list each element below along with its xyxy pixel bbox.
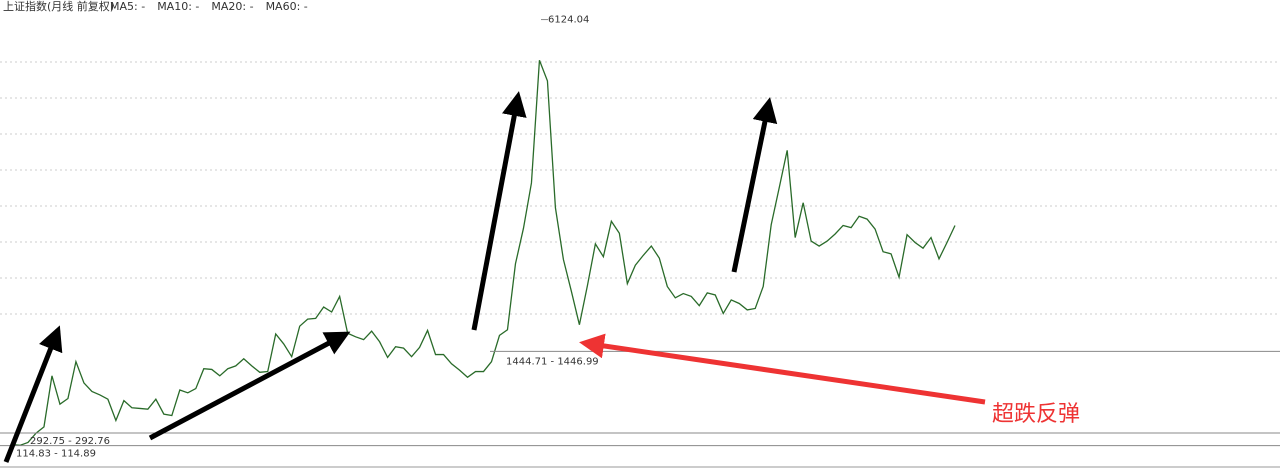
grid — [0, 61, 1280, 468]
arrow — [579, 333, 986, 405]
annotation: 6124.04 — [548, 15, 589, 26]
legend-entry: MA5: - — [110, 0, 145, 13]
legend-entry: MA10: - — [157, 0, 199, 13]
price-line — [11, 60, 956, 446]
legend-entry: MA20: - — [211, 0, 253, 13]
callout: 超跌反弹 — [992, 402, 1080, 427]
arrow — [731, 97, 778, 273]
annotation: 1444.71 - 1446.99 — [506, 356, 599, 367]
chart-title: 上证指数(月线 前复权) — [3, 0, 114, 13]
arrow — [3, 325, 63, 463]
arrow — [471, 91, 527, 331]
legend-entry: MA60: - — [266, 0, 308, 13]
plot — [0, 19, 1280, 447]
arrow — [148, 331, 351, 441]
arrows — [3, 91, 986, 463]
annotation: 114.83 - 114.89 — [16, 449, 96, 460]
annotation: 292.75 - 292.76 — [30, 436, 110, 447]
